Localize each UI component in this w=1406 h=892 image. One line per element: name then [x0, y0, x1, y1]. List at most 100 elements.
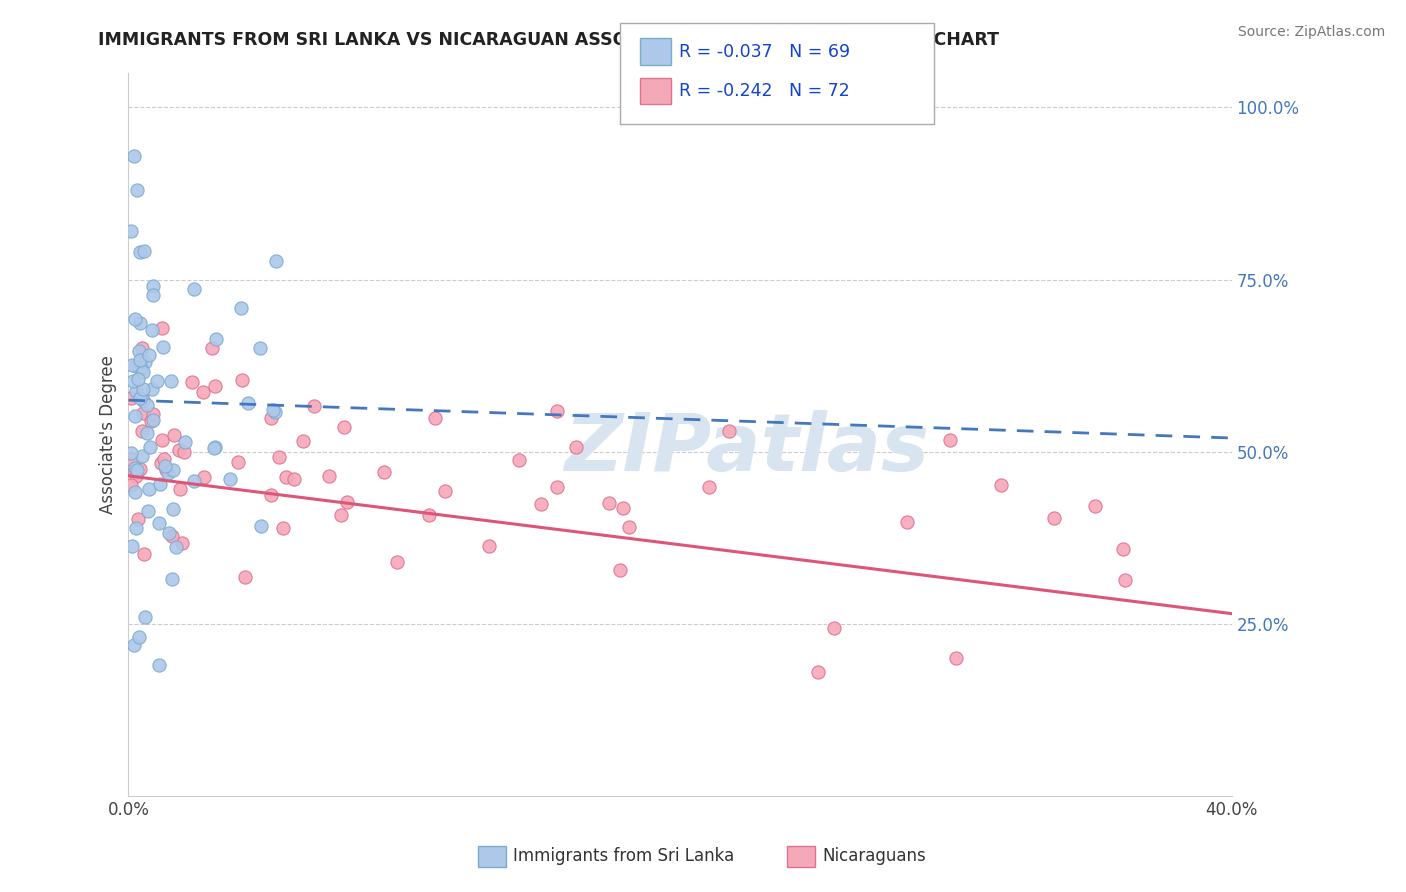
Nicaraguans	[191, 385, 214, 400]
Immigrants from Sri Lanka	[183, 474, 205, 488]
Nicaraguans	[302, 399, 325, 413]
Immigrants from Sri Lanka	[149, 476, 172, 491]
Nicaraguans	[173, 445, 195, 459]
Immigrants from Sri Lanka	[135, 426, 157, 441]
Immigrants from Sri Lanka	[131, 361, 153, 376]
Nicaraguans	[609, 563, 631, 577]
Immigrants from Sri Lanka	[250, 519, 273, 533]
Text: ZIPatlas: ZIPatlas	[564, 410, 929, 488]
Nicaraguans	[163, 427, 186, 442]
Immigrants from Sri Lanka	[127, 372, 149, 386]
Nicaraguans	[267, 450, 290, 464]
Immigrants from Sri Lanka	[162, 573, 184, 587]
Immigrants from Sri Lanka	[142, 288, 165, 302]
Nicaraguans	[1114, 573, 1136, 587]
Nicaraguans	[333, 420, 356, 434]
Nicaraguans	[938, 433, 960, 447]
Nicaraguans	[329, 508, 352, 522]
Immigrants from Sri Lanka	[218, 472, 240, 486]
Immigrants from Sri Lanka	[131, 382, 153, 396]
Nicaraguans	[260, 488, 283, 502]
Immigrants from Sri Lanka	[125, 183, 148, 197]
Immigrants from Sri Lanka	[138, 482, 160, 496]
Nicaraguans	[283, 471, 305, 485]
Immigrants from Sri Lanka	[124, 311, 146, 326]
Nicaraguans	[945, 651, 967, 665]
Nicaraguans	[508, 453, 530, 467]
Nicaraguans	[807, 665, 830, 680]
Nicaraguans	[181, 375, 204, 389]
Nicaraguans	[823, 621, 845, 635]
Immigrants from Sri Lanka	[145, 374, 167, 388]
Nicaraguans	[150, 321, 173, 335]
Immigrants from Sri Lanka	[165, 541, 187, 555]
Nicaraguans	[433, 484, 456, 499]
Immigrants from Sri Lanka	[129, 391, 152, 405]
Immigrants from Sri Lanka	[134, 244, 156, 259]
Immigrants from Sri Lanka	[141, 383, 163, 397]
Nicaraguans	[139, 414, 162, 428]
Nicaraguans	[990, 478, 1012, 492]
Immigrants from Sri Lanka	[129, 353, 152, 368]
Nicaraguans	[193, 470, 215, 484]
Nicaraguans	[896, 516, 918, 530]
Immigrants from Sri Lanka	[249, 341, 271, 355]
Nicaraguans	[120, 391, 142, 405]
Immigrants from Sri Lanka	[124, 409, 146, 424]
Nicaraguans	[200, 342, 222, 356]
Nicaraguans	[697, 480, 720, 494]
Nicaraguans	[619, 520, 641, 534]
Nicaraguans	[1112, 542, 1135, 557]
Nicaraguans	[271, 521, 294, 535]
Nicaraguans	[120, 451, 142, 466]
Immigrants from Sri Lanka	[262, 403, 284, 417]
Nicaraguans	[418, 508, 440, 522]
Immigrants from Sri Lanka	[174, 434, 197, 449]
Text: R = -0.242   N = 72: R = -0.242 N = 72	[679, 82, 849, 100]
Nicaraguans	[134, 547, 156, 561]
Text: Source: ZipAtlas.com: Source: ZipAtlas.com	[1237, 25, 1385, 39]
Immigrants from Sri Lanka	[202, 442, 225, 456]
Nicaraguans	[132, 393, 155, 408]
Nicaraguans	[612, 500, 634, 515]
Immigrants from Sri Lanka	[141, 323, 163, 337]
Immigrants from Sri Lanka	[142, 279, 165, 293]
Immigrants from Sri Lanka	[162, 463, 184, 477]
Immigrants from Sri Lanka	[138, 348, 160, 362]
Nicaraguans	[124, 469, 146, 483]
Nicaraguans	[260, 410, 283, 425]
Nicaraguans	[718, 424, 741, 438]
Nicaraguans	[128, 461, 150, 475]
Nicaraguans	[142, 407, 165, 421]
Immigrants from Sri Lanka	[160, 374, 183, 388]
Text: IMMIGRANTS FROM SRI LANKA VS NICARAGUAN ASSOCIATE'S DEGREE CORRELATION CHART: IMMIGRANTS FROM SRI LANKA VS NICARAGUAN …	[98, 31, 1000, 49]
Immigrants from Sri Lanka	[131, 392, 153, 407]
Immigrants from Sri Lanka	[136, 398, 159, 412]
Nicaraguans	[1043, 510, 1066, 524]
Immigrants from Sri Lanka	[120, 224, 142, 238]
Nicaraguans	[318, 469, 340, 483]
Text: Immigrants from Sri Lanka: Immigrants from Sri Lanka	[513, 847, 734, 865]
Immigrants from Sri Lanka	[157, 526, 180, 541]
Immigrants from Sri Lanka	[122, 148, 145, 162]
Nicaraguans	[131, 342, 153, 356]
Immigrants from Sri Lanka	[131, 449, 153, 463]
Nicaraguans	[152, 452, 174, 467]
Immigrants from Sri Lanka	[136, 504, 159, 518]
Nicaraguans	[167, 443, 190, 458]
Immigrants from Sri Lanka	[148, 658, 170, 673]
Immigrants from Sri Lanka	[162, 501, 184, 516]
Immigrants from Sri Lanka	[120, 446, 142, 460]
Immigrants from Sri Lanka	[229, 301, 252, 315]
Nicaraguans	[170, 535, 193, 549]
Immigrants from Sri Lanka	[148, 516, 170, 530]
Nicaraguans	[131, 424, 153, 438]
Immigrants from Sri Lanka	[263, 405, 285, 419]
Immigrants from Sri Lanka	[128, 245, 150, 260]
Nicaraguans	[122, 464, 145, 478]
Nicaraguans	[226, 455, 249, 469]
Nicaraguans	[373, 466, 395, 480]
Nicaraguans	[204, 378, 226, 392]
Immigrants from Sri Lanka	[142, 413, 165, 427]
Immigrants from Sri Lanka	[139, 440, 162, 454]
